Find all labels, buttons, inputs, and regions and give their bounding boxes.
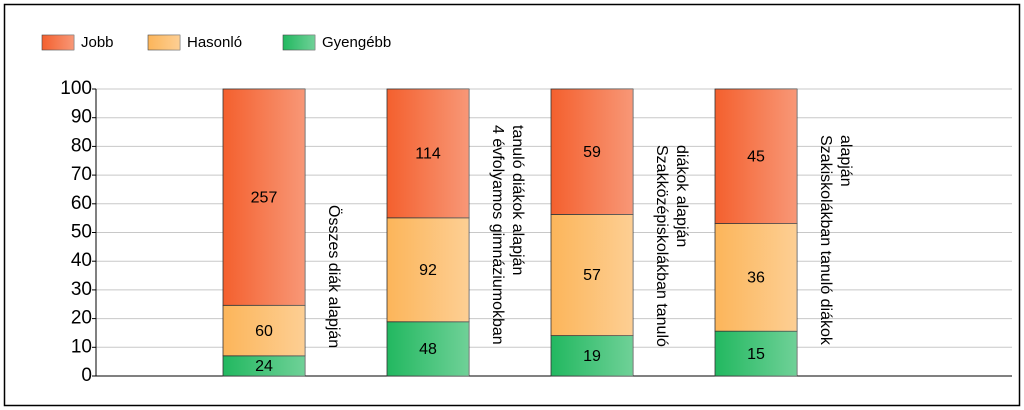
data-label: 19: [583, 348, 601, 365]
data-label: 45: [747, 148, 765, 165]
data-label: 114: [415, 146, 441, 163]
data-label: 92: [419, 262, 437, 279]
legend-label: Jobb: [81, 34, 114, 51]
y-tick-label: 20: [71, 308, 92, 329]
bar-shine: [551, 214, 633, 336]
bar-shine: [551, 89, 633, 215]
bar-shine: [551, 335, 633, 376]
legend-shine: [42, 35, 74, 50]
bar-shine: [387, 321, 469, 376]
category-label: diákok alapján: [673, 145, 690, 247]
category-label: 4 évfolyamos gimnáziumokban: [489, 125, 506, 345]
category-label: Szakiskolákban tanuló diákok: [817, 135, 834, 346]
legend-label: Hasonló: [187, 34, 242, 51]
y-tick-label: 40: [71, 250, 92, 271]
bar-shine: [715, 89, 797, 224]
bar-shine: [223, 305, 305, 356]
bar-shine: [387, 217, 469, 322]
data-label: 257: [251, 189, 278, 206]
bar-shine: [715, 331, 797, 376]
legend-shine: [283, 35, 315, 50]
bar-shine: [715, 223, 797, 332]
y-tick-label: 0: [81, 365, 92, 386]
data-label: 15: [747, 346, 765, 363]
data-label: 59: [583, 144, 601, 161]
bar-shine: [223, 355, 305, 376]
data-label: 24: [255, 358, 273, 375]
data-label: 57: [583, 267, 601, 284]
data-label: 48: [419, 341, 437, 358]
y-tick-label: 80: [71, 135, 92, 156]
category-label: alapján: [837, 135, 854, 187]
bar-shine: [387, 89, 469, 218]
legend-label: Gyengébb: [322, 34, 391, 51]
y-tick-label: 90: [71, 107, 92, 128]
category-label: tanuló diákok alapján: [509, 125, 526, 275]
category-label: Összes diák alapján: [325, 205, 343, 348]
category-label: Szakközépiskolákban tanuló: [653, 145, 670, 347]
legend-shine: [148, 35, 180, 50]
y-tick-label: 10: [71, 336, 92, 357]
y-tick-label: 100: [60, 78, 92, 99]
bar-shine: [223, 89, 305, 306]
y-tick-label: 50: [71, 222, 92, 243]
data-label: 60: [255, 323, 273, 340]
frame: [3, 3, 1021, 407]
y-tick-label: 60: [71, 193, 92, 214]
y-tick-label: 70: [71, 164, 92, 185]
data-label: 36: [747, 270, 765, 287]
y-tick-label: 30: [71, 279, 92, 300]
